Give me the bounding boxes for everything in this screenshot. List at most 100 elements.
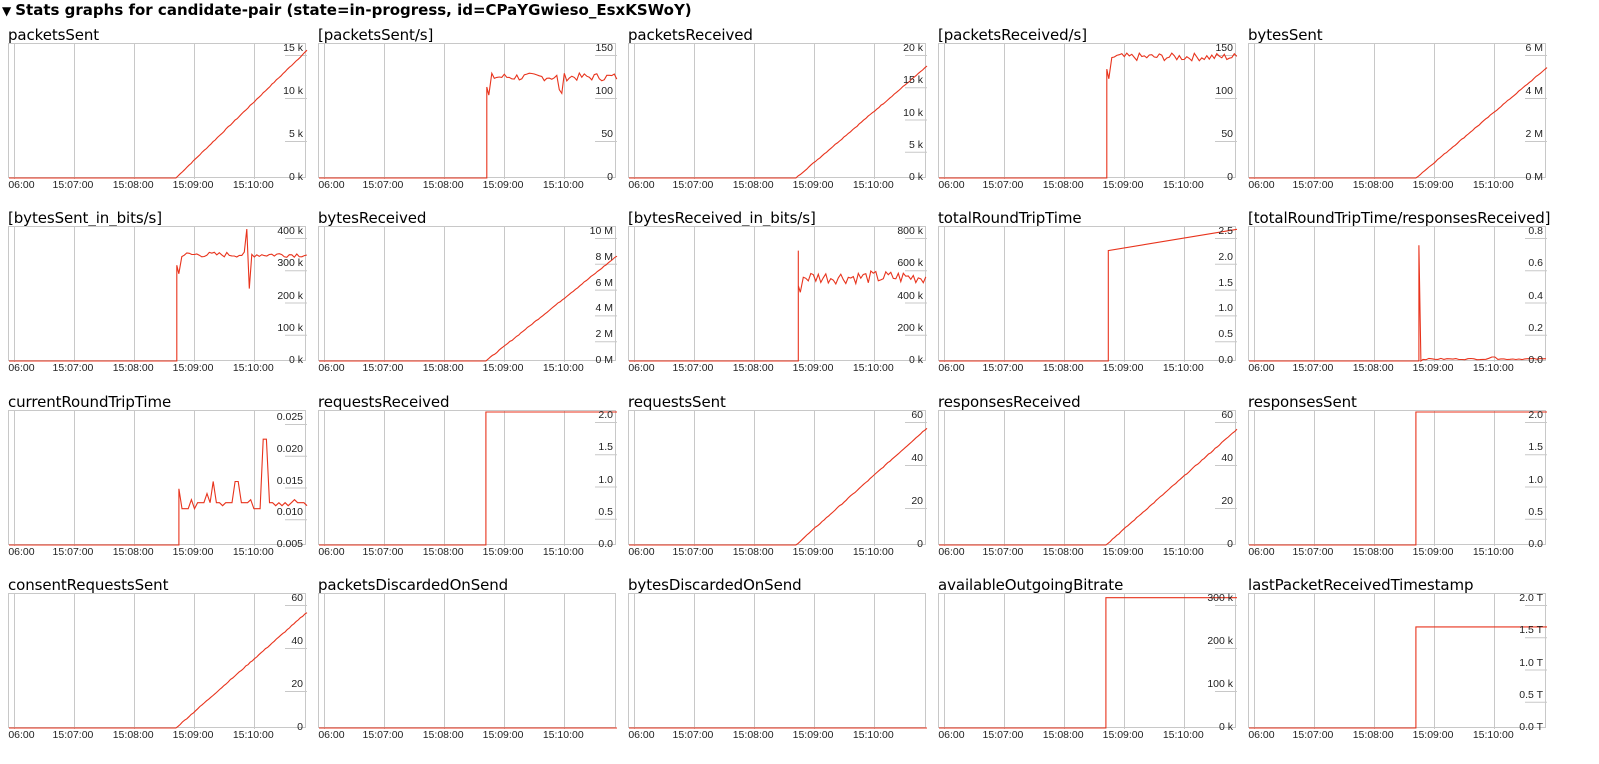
x-tick-label: :06:00	[318, 362, 345, 374]
series-line	[9, 438, 308, 546]
plot-area: 0.025 0.020 0.015 0.010 0.005	[8, 410, 308, 550]
x-tick-label: 15:09:00	[1102, 729, 1144, 741]
x-tick-label: 15:09:00	[482, 546, 524, 558]
series-line	[939, 52, 1238, 179]
chart-packetsReceived: packetsReceived 20 k 15 k 10 k 5 k 0 k:06:00 1…	[628, 26, 938, 209]
y-tick-label: 50	[1221, 128, 1233, 140]
y-tick-label: 0.5	[598, 505, 613, 518]
x-tick-label: 15:08:00	[732, 362, 774, 374]
y-tick-label: 300 k	[1207, 592, 1233, 604]
x-tick-label: 15:07:00	[672, 729, 714, 741]
x-tick-label: :06:00	[8, 362, 35, 374]
x-tick-label: 15:09:00	[172, 729, 214, 741]
series-line	[629, 65, 928, 179]
plot-area: 10 M 8 M 6 M 4 M 2 M 0 M	[318, 225, 618, 366]
chart-packetsReceived_per_s: [packetsReceived/s] 150 100 50 0:06:00 15:07:…	[938, 26, 1248, 209]
y-tick-label: 150	[1215, 42, 1233, 54]
y-tick-label: 2.5	[1218, 225, 1233, 237]
y-tick-label: 1.0	[1528, 473, 1543, 486]
x-tick-label: :06:00	[1248, 179, 1275, 191]
x-tick-label: 15:07:00	[52, 546, 94, 558]
y-tick-label: 15 k	[283, 42, 303, 54]
x-tick-label: 15:09:00	[482, 362, 524, 374]
chart-title: packetsReceived	[628, 26, 753, 44]
y-tick-label: 0.0 T	[1519, 721, 1543, 733]
y-tick-label: 0.8	[1528, 225, 1543, 237]
disclosure-triangle-icon[interactable]: ▼	[2, 4, 12, 18]
x-tick-label: 15:09:00	[792, 362, 834, 374]
y-tick-label: 50	[601, 128, 613, 140]
y-tick-label: 0 k	[908, 171, 923, 183]
x-tick-label: 15:10:00	[1472, 546, 1514, 558]
y-tick-label: 1.0	[598, 473, 613, 486]
x-tick-label: :06:00	[628, 729, 655, 741]
series-line	[1249, 67, 1548, 179]
chart-title: bytesReceived	[318, 209, 427, 227]
x-tick-label: 15:08:00	[1352, 546, 1394, 558]
y-tick-label: 200 k	[897, 321, 923, 334]
x-tick-label: 15:09:00	[1412, 546, 1454, 558]
x-tick-label: 15:08:00	[1042, 362, 1084, 374]
chart-title: responsesSent	[1248, 393, 1357, 411]
x-axis-labels: :06:00 15:07:00 15:08:00 15:09:00 15:10:00	[318, 546, 616, 560]
plot-area	[628, 593, 927, 729]
line-graph	[1249, 411, 1547, 546]
x-tick-label: 15:10:00	[1472, 362, 1514, 374]
x-tick-label: 15:09:00	[1102, 546, 1144, 558]
x-axis-labels: :06:00 15:07:00 15:08:00 15:09:00 15:10:00	[628, 362, 926, 376]
chart-lastPacketReceivedTimestamp: lastPacketReceivedTimestamp 2.0 T 1.5 T 1.0…	[1248, 576, 1558, 759]
x-tick-label: 15:07:00	[1292, 546, 1334, 558]
x-axis-labels: :06:00 15:07:00 15:08:00 15:09:00 15:10:00	[938, 362, 1236, 376]
chart-title: consentRequestsSent	[8, 576, 169, 594]
x-tick-label: :06:00	[318, 546, 345, 558]
line-graph	[629, 44, 928, 179]
y-tick-label: 10 k	[283, 85, 303, 97]
y-tick-label: 0.5	[1218, 328, 1233, 341]
y-tick-label: 6 M	[595, 276, 613, 289]
series-line	[1249, 411, 1547, 546]
x-tick-label: 15:08:00	[112, 179, 154, 191]
x-tick-label: :06:00	[1248, 362, 1275, 374]
x-tick-label: 15:10:00	[1162, 179, 1204, 191]
x-tick-label: 15:08:00	[112, 546, 154, 558]
chart-requestsSent: requestsSent 60 40 20 0:06:00 15:07:00 15:08:0…	[628, 393, 938, 576]
x-tick-label: 15:07:00	[362, 546, 404, 558]
y-tick-label: 0 k	[288, 171, 303, 183]
x-tick-label: 15:07:00	[52, 362, 94, 374]
y-tick-label: 0.0	[1218, 354, 1233, 366]
x-axis-labels: :06:00 15:07:00 15:08:00 15:09:00 15:10:00	[1248, 729, 1546, 743]
x-tick-label: 15:10:00	[1162, 729, 1204, 741]
series-line	[319, 411, 617, 546]
x-tick-label: 15:08:00	[1352, 179, 1394, 191]
x-tick-label: 15:08:00	[422, 729, 464, 741]
x-tick-label: :06:00	[318, 729, 345, 741]
x-tick-label: 15:09:00	[1412, 729, 1454, 741]
x-tick-label: 15:10:00	[852, 546, 894, 558]
y-tick-label: 0	[607, 171, 613, 183]
section-header-toggle[interactable]: ▼ Stats graphs for candidate-pair (state=…	[2, 0, 692, 21]
y-tick-label: 10 M	[589, 225, 613, 237]
chart-packetsDiscardedOnSend: packetsDiscardedOnSend:06:00 15:07:00 15:0…	[318, 576, 628, 759]
x-tick-label: 15:10:00	[232, 546, 274, 558]
chart-bytesSent: bytesSent 6 M 4 M 2 M 0 M:06:00 15:07:00 15:08…	[1248, 26, 1558, 209]
x-tick-label: 15:07:00	[52, 179, 94, 191]
x-tick-label: 15:10:00	[1472, 729, 1514, 741]
x-tick-label: 15:07:00	[982, 179, 1024, 191]
x-tick-label: 15:08:00	[732, 546, 774, 558]
y-tick-label: 4 M	[595, 302, 613, 315]
series-line	[319, 71, 618, 179]
x-axis-labels: :06:00 15:07:00 15:08:00 15:09:00 15:10:00	[938, 729, 1236, 743]
chart-totalRoundTripTime_per_responsesReceived: [totalRoundTripTime/responsesReceived] 0.…	[1248, 209, 1558, 392]
y-tick-label: 0.6	[1528, 257, 1543, 270]
y-tick-label: 1.5	[1528, 441, 1543, 454]
line-graph	[1249, 44, 1548, 179]
x-axis-labels: :06:00 15:07:00 15:08:00 15:09:00 15:10:00	[1248, 179, 1546, 193]
x-tick-label: 15:07:00	[1292, 729, 1334, 741]
y-tick-label: 20 k	[903, 42, 923, 54]
y-tick-label: 100	[595, 85, 613, 97]
y-tick-label: 5 k	[288, 128, 303, 140]
x-tick-label: 15:10:00	[542, 362, 584, 374]
y-tick-label: 20	[911, 495, 923, 507]
chart-totalRoundTripTime: totalRoundTripTime 2.5 2.0 1.5 1.0 0.5 0.0:06:…	[938, 209, 1248, 392]
